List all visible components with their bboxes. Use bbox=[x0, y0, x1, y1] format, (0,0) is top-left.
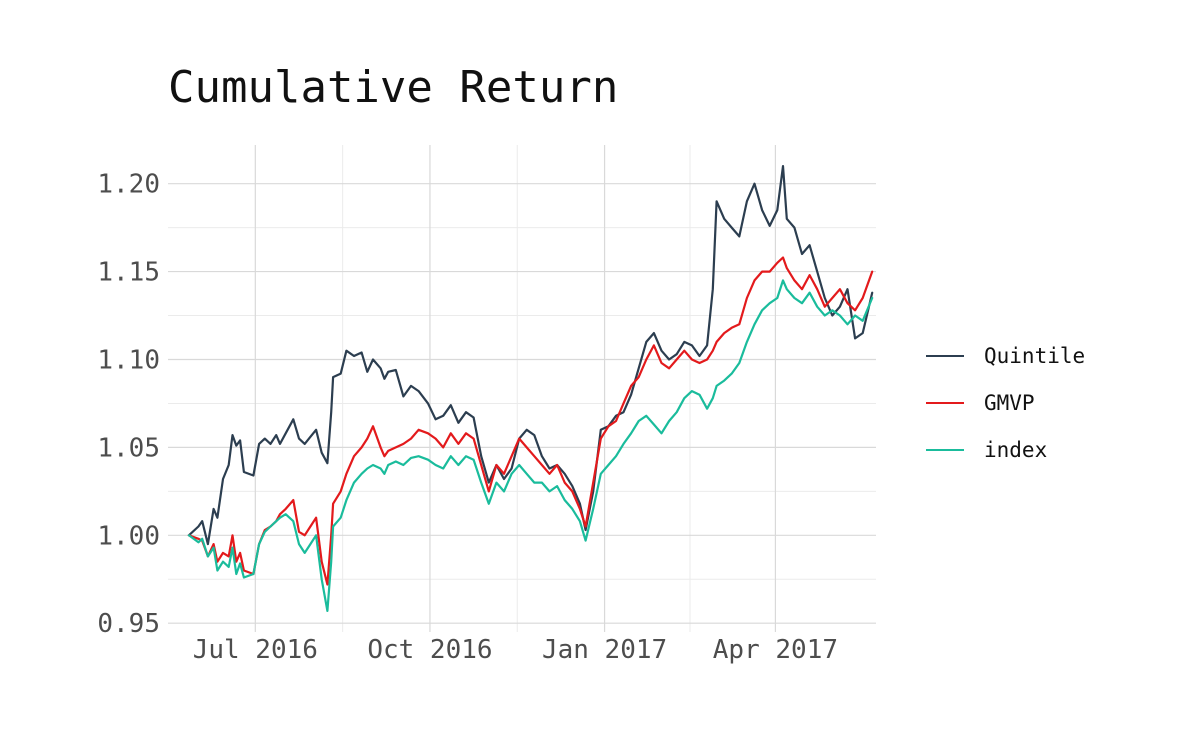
legend-item-index: index bbox=[926, 426, 1085, 473]
series-line-index bbox=[187, 279, 874, 613]
y-axis: 0.95 1.00 1.05 1.10 1.15 1.20 bbox=[97, 170, 160, 640]
y-tick-label: 0.95 bbox=[97, 609, 160, 639]
legend-label: index bbox=[984, 437, 1048, 462]
legend-label: Quintile bbox=[984, 343, 1086, 368]
legend-key bbox=[926, 401, 964, 404]
legend-item-quintile: Quintile bbox=[926, 332, 1085, 379]
x-tick-label: Oct 2016 bbox=[367, 635, 492, 665]
x-tick-label: Jan 2017 bbox=[542, 635, 667, 665]
y-tick-label: 1.10 bbox=[97, 345, 160, 375]
y-tick-label: 1.05 bbox=[97, 433, 160, 463]
x-axis: Jul 2016 Oct 2016 Jan 2017 Apr 2017 bbox=[193, 635, 838, 665]
x-tick-label: Jul 2016 bbox=[193, 635, 318, 665]
legend-key bbox=[926, 354, 964, 357]
y-tick-label: 1.15 bbox=[97, 258, 160, 288]
chart-title: Cumulative Return bbox=[168, 62, 619, 113]
legend: Quintile GMVP index bbox=[926, 332, 1085, 473]
series-line-gmvp bbox=[187, 256, 874, 586]
series-line-quintile bbox=[187, 165, 874, 546]
legend-key bbox=[926, 448, 964, 451]
x-tick-label: Apr 2017 bbox=[713, 635, 838, 665]
grid bbox=[168, 145, 876, 632]
y-tick-label: 1.00 bbox=[97, 521, 160, 551]
legend-item-gmvp: GMVP bbox=[926, 379, 1085, 426]
legend-label: GMVP bbox=[984, 390, 1035, 415]
series-lines bbox=[187, 165, 874, 613]
y-tick-label: 1.20 bbox=[97, 170, 160, 200]
